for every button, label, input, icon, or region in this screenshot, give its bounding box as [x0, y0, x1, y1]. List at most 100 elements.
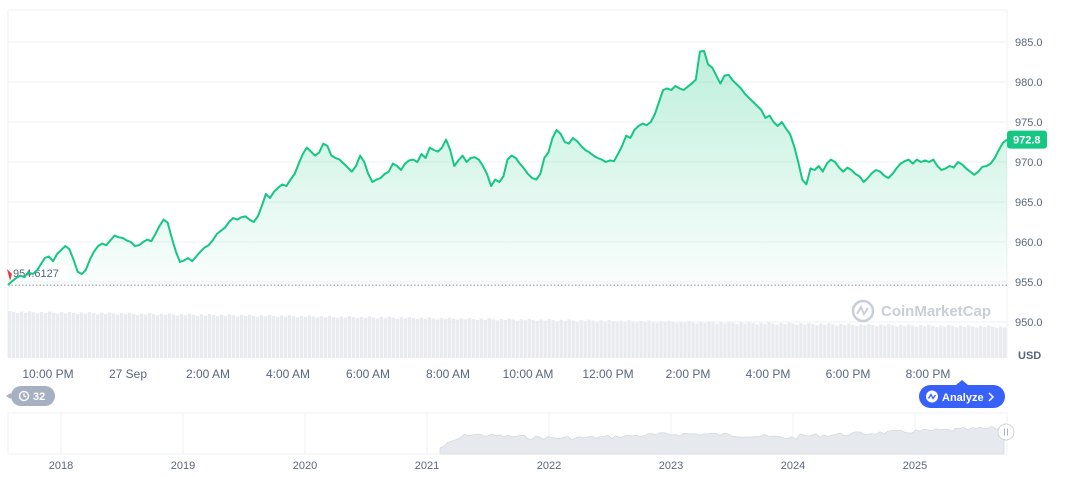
x-tick-label: 27 Sep [109, 367, 147, 381]
volume-bar [611, 321, 615, 358]
events-count: 32 [33, 391, 45, 403]
volume-bar [267, 314, 272, 358]
volume-bar [379, 317, 384, 358]
volume-bar [259, 315, 264, 358]
volume-bar [887, 324, 891, 358]
navigator-x-tick-label: 2023 [659, 460, 683, 472]
y-axis: 985.0 980.0 975.0 970.0 965.0 960.0 955.0 950.0 [1015, 37, 1043, 329]
volume-bar [147, 313, 152, 358]
x-tick-label: 10:00 AM [503, 367, 554, 381]
volume-bar [551, 320, 555, 358]
volume-bar [407, 317, 411, 358]
volume-bar [619, 320, 623, 358]
volume-bar [263, 316, 268, 358]
navigator-handle-icon[interactable] [997, 423, 1015, 441]
volume-bar [827, 323, 831, 358]
watermark-text: CoinMarketCap [881, 303, 991, 320]
volume-bar [799, 323, 803, 358]
volume-bar [143, 314, 148, 358]
volume-bar [35, 313, 40, 358]
volume-bar [363, 317, 368, 358]
volume-bar [207, 314, 212, 358]
volume-bar [863, 325, 867, 358]
volume-bar [943, 326, 947, 358]
y-tick-label: 970.0 [1015, 157, 1043, 169]
volume-bar [503, 319, 507, 358]
volume-bar [87, 312, 92, 358]
current-price-badge: 972.8 [1007, 130, 1047, 149]
volume-bar [579, 320, 583, 358]
volume-bar [459, 318, 463, 358]
volume-bar [923, 326, 927, 358]
volume-bar [559, 319, 563, 358]
volume-bar [83, 313, 88, 358]
volume-bar [683, 322, 687, 358]
reference-marker-icon [7, 269, 12, 281]
volume-bar [583, 321, 587, 358]
volume-bar [659, 321, 663, 358]
volume-bar [15, 313, 20, 358]
volume-bar [623, 321, 627, 358]
volume-bar [867, 323, 871, 358]
volume-bar [335, 317, 340, 358]
volume-bar [975, 327, 979, 358]
volume-bar [395, 318, 400, 358]
y-tick-label: 985.0 [1015, 37, 1043, 49]
volume-bar [183, 315, 188, 358]
x-tick-label: 12:00 PM [582, 367, 633, 381]
volume-bar [803, 324, 807, 358]
volume-bar [523, 320, 527, 358]
volume-bar [791, 323, 795, 358]
volume-bar [699, 321, 703, 358]
volume-bar [555, 321, 559, 358]
volume-bar [55, 313, 60, 358]
volume-bar [491, 319, 495, 358]
volume-bar [695, 323, 699, 358]
volume-bar [451, 318, 455, 358]
volume-bar [403, 318, 408, 358]
volume-bar [151, 314, 156, 358]
volume-bar [295, 317, 300, 358]
volume-bar [727, 321, 731, 358]
volume-bar [51, 312, 56, 358]
navigator-x-tick-label: 2021 [415, 460, 439, 472]
volume-bar [903, 325, 907, 358]
volume-bar [211, 315, 216, 358]
volume-bar [671, 321, 675, 358]
volume-bar [927, 324, 931, 358]
volume-bar [315, 317, 320, 358]
y-tick-label: 960.0 [1015, 237, 1043, 249]
volume-bar [495, 320, 499, 358]
volume-bar [47, 311, 52, 358]
range-navigator[interactable]: 2018 2019 2020 2021 2022 2023 2024 2025 [7, 412, 1015, 472]
volume-bar [279, 315, 284, 358]
volume-bar [707, 321, 711, 358]
analyze-button[interactable]: Analyze [919, 380, 1005, 408]
volume-bar [983, 327, 987, 358]
volume-bar [1003, 327, 1007, 358]
volume-bar [755, 324, 759, 358]
volume-bar [563, 320, 567, 358]
volume-bar [123, 314, 128, 358]
volume-bar [447, 317, 451, 358]
events-button[interactable]: 32 [6, 386, 55, 406]
volume-bar [19, 311, 24, 358]
volume-bar [8, 311, 12, 358]
volume-bar [763, 323, 767, 358]
volume-bar [991, 326, 995, 358]
volume-bar [275, 317, 280, 358]
volume-bar [227, 314, 232, 358]
volume-bar [75, 314, 80, 358]
volume-bar [599, 320, 603, 358]
volume-bar [299, 315, 304, 358]
volume-bar [627, 320, 631, 358]
volume-bar [431, 318, 435, 358]
volume-bar [603, 321, 607, 358]
volume-bar [127, 312, 132, 358]
price-area-fill [8, 50, 1007, 286]
volume-bar [99, 312, 104, 358]
x-tick-label: 4:00 AM [266, 367, 310, 381]
volume-bar [479, 318, 483, 358]
volume-bar [859, 324, 863, 358]
